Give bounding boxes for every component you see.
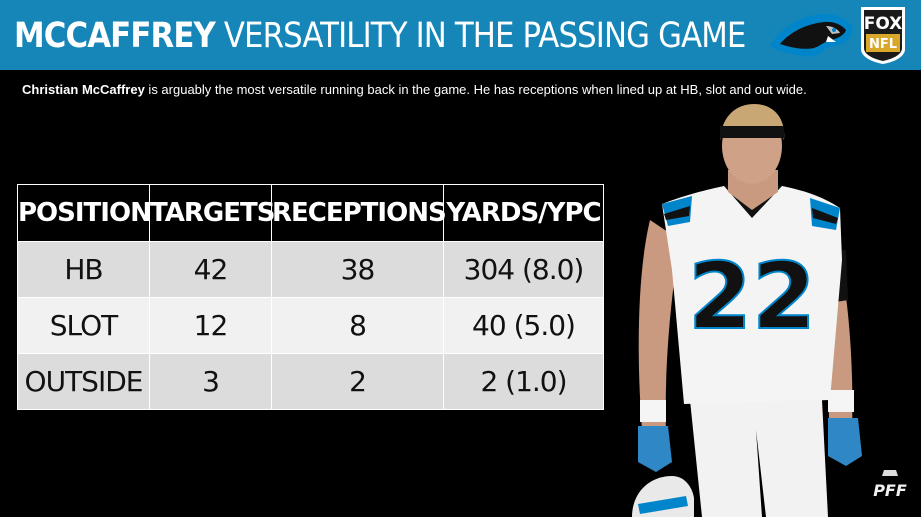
- cell-position: SLOT: [17, 297, 150, 354]
- title-name: MCCAFFREY: [14, 16, 216, 56]
- panthers-logo-icon: [770, 13, 853, 57]
- subtitle-name: Christian McCaffrey: [22, 82, 145, 97]
- header-targets: TARGETS: [149, 184, 275, 242]
- jersey-number: 22: [688, 243, 816, 350]
- table-header-row: POSITION TARGETS RECEPTIONS YARDS/YPC: [17, 184, 604, 242]
- cell-yards-ypc: 2 (1.0): [443, 353, 604, 410]
- table-row: HB 42 38 304 (8.0): [17, 241, 604, 298]
- cell-targets: 12: [149, 297, 272, 354]
- subtitle: Christian McCaffrey is arguably the most…: [22, 82, 807, 97]
- table-row: OUTSIDE 3 2 2 (1.0): [17, 353, 604, 410]
- header-position: POSITION: [17, 184, 152, 242]
- table-row: SLOT 12 8 40 (5.0): [17, 297, 604, 354]
- cell-targets: 42: [149, 241, 272, 298]
- pff-watermark-icon: PFF: [873, 470, 907, 500]
- fox-nfl-logo-icon: FOX NFL: [858, 5, 908, 65]
- fox-text: FOX: [864, 14, 903, 34]
- cell-yards-ypc: 304 (8.0): [443, 241, 604, 298]
- subtitle-text: is arguably the most versatile running b…: [144, 82, 807, 97]
- cell-yards-ypc: 40 (5.0): [443, 297, 604, 354]
- header-receptions: RECEPTIONS: [271, 184, 447, 242]
- cell-receptions: 8: [271, 297, 444, 354]
- page-title: MCCAFFREY VERSATILITY IN THE PASSING GAM…: [14, 13, 746, 59]
- nfl-text: NFL: [869, 37, 897, 52]
- title-rest: VERSATILITY IN THE PASSING GAME: [223, 16, 747, 56]
- player-photo: 22: [632, 104, 862, 517]
- header-yards-ypc: YARDS/YPC: [443, 184, 604, 242]
- cell-receptions: 38: [271, 241, 444, 298]
- header-bar: MCCAFFREY VERSATILITY IN THE PASSING GAM…: [0, 0, 921, 70]
- cell-receptions: 2: [271, 353, 444, 410]
- cell-position: OUTSIDE: [17, 353, 150, 410]
- cell-position: HB: [17, 241, 150, 298]
- stats-table: POSITION TARGETS RECEPTIONS YARDS/YPC HB…: [17, 184, 604, 410]
- cell-targets: 3: [149, 353, 272, 410]
- pff-text: PFF: [873, 481, 907, 500]
